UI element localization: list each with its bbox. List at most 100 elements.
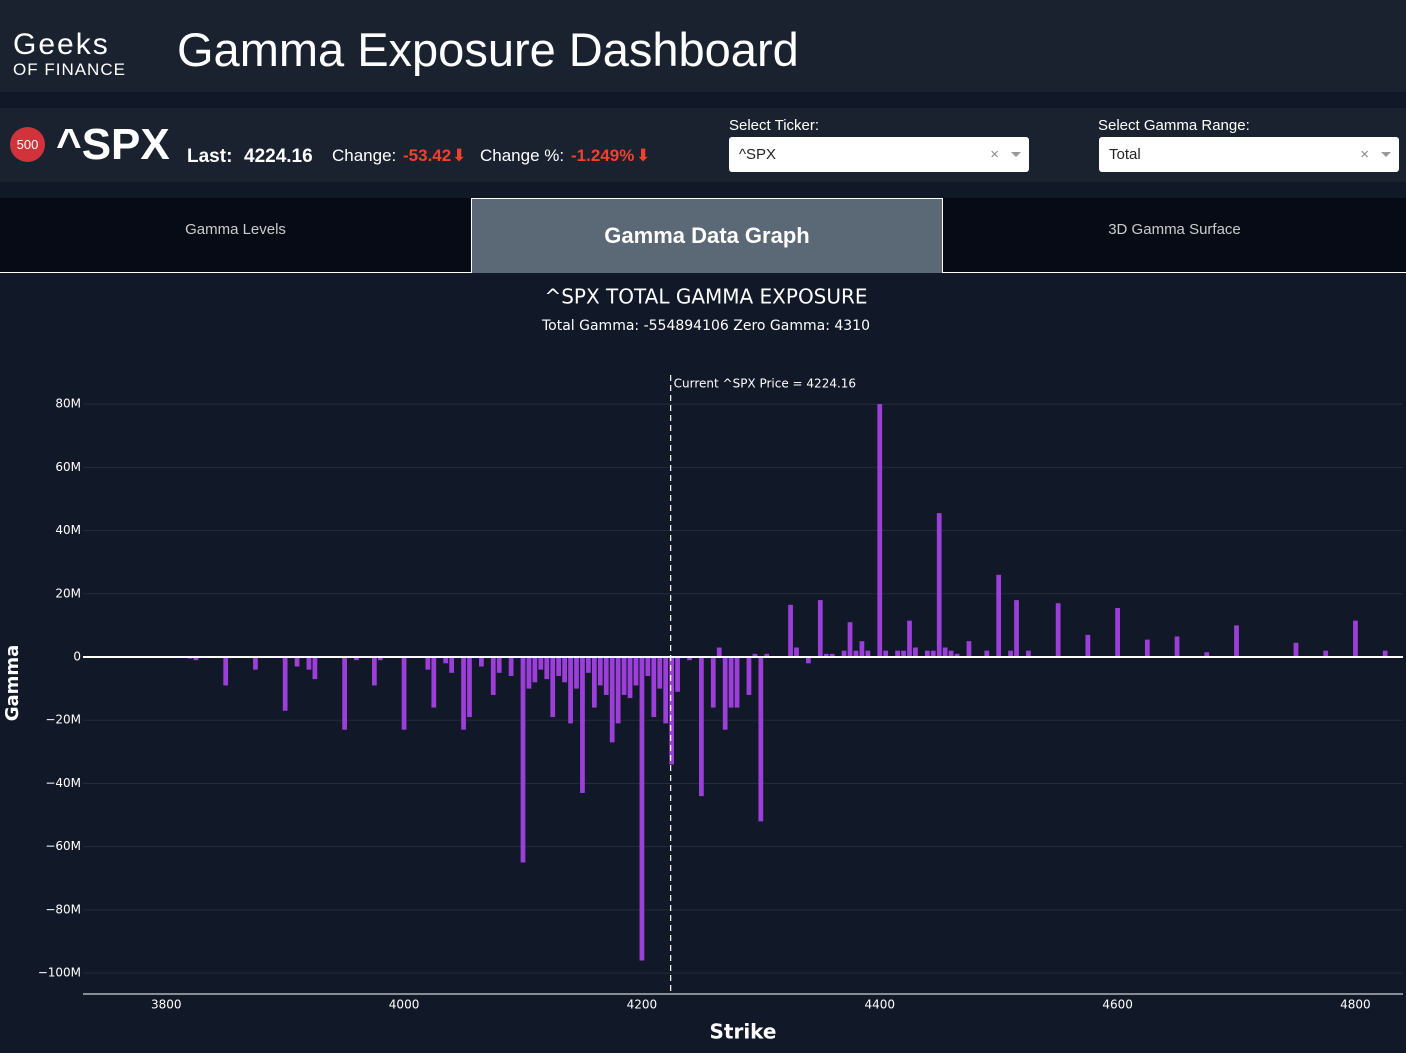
y-axis-title: Gamma [2,645,23,722]
bar [621,656,627,695]
ticker-select[interactable]: ^SPX × [729,137,1029,172]
bar [645,656,651,676]
tab-active[interactable]: Gamma Data Graph [471,198,943,273]
logo-subtext: OF FINANCE [13,60,126,79]
bar [996,574,1002,657]
bar [1026,650,1031,657]
bar [282,656,288,711]
bar [1382,650,1388,657]
x-tick-label: 4000 [389,998,420,1012]
y-tick-label: −20M [45,713,81,727]
tab[interactable]: Gamma Levels [185,221,286,238]
down-arrow: ⬇ [452,146,467,165]
bar [764,653,770,657]
tab[interactable]: 3D Gamma Surface [1108,221,1241,238]
bar [467,656,472,718]
bar [657,656,663,689]
bar [841,650,847,657]
bar [294,656,300,667]
bar [377,656,383,661]
bar [253,656,258,670]
bar [829,653,835,657]
bar [591,656,597,708]
y-tick-label: 40M [55,523,81,537]
bar [1115,607,1120,657]
y-tick-label: −60M [45,839,81,853]
bar [586,656,591,673]
x-tick-label: 4600 [1102,998,1133,1012]
bar [954,653,960,657]
range-select[interactable]: Total × [1099,137,1399,172]
bar [562,656,567,683]
bar [1323,650,1329,657]
change-pct-value: -1.249% [571,146,635,165]
last-label: Last: [187,146,233,167]
bar [354,656,359,661]
y-tick-label: 0 [73,649,81,663]
clear-button[interactable]: × [990,146,999,163]
bar [1204,652,1210,657]
y-tick-label: −40M [45,776,81,790]
dropdown-caret[interactable] [1011,152,1021,157]
bar [663,656,669,724]
bar [1008,650,1013,657]
bar [1234,625,1239,657]
bar [924,650,930,657]
down-arrow: ⬇ [636,146,651,165]
chart-title: ^SPX TOTAL GAMMA EXPOSURE [544,285,867,309]
bar [817,600,823,657]
bar [877,404,883,657]
bar [710,656,716,708]
bar [913,647,918,657]
bar [633,656,639,686]
bar [669,656,675,765]
bar [496,656,502,673]
bar [883,650,889,657]
select-value: Total [1109,146,1141,163]
bar [556,656,562,676]
bar [371,656,377,686]
bar [603,656,609,695]
bar [847,622,853,657]
bar [823,653,829,657]
bar [508,656,514,676]
bar [223,656,229,686]
bar [443,656,449,664]
index-badge: 500 [10,127,45,162]
bar [687,656,692,661]
bar [193,656,199,661]
select-label: Select Ticker: [729,117,820,134]
bar [966,641,972,657]
y-tick-label: −80M [45,902,81,916]
x-axis-title: Strike [709,1020,776,1044]
change-pct-label: Change %: [480,146,565,165]
bar [1014,600,1019,657]
bar [788,604,793,657]
bar [580,656,585,793]
chart-subtitle: Total Gamma: -554894106 Zero Gamma: 4310 [541,318,870,334]
y-tick-label: 80M [55,397,81,411]
bar [794,647,799,657]
bar [853,650,859,657]
change-value: -53.42 [403,146,452,165]
bar [538,656,544,670]
x-tick-label: 4800 [1340,998,1371,1012]
bar [544,656,550,680]
bar [901,650,906,657]
bar [930,650,936,657]
bar [615,656,621,724]
select-label: Select Gamma Range: [1098,117,1250,134]
y-tick-label: 20M [55,586,81,600]
bar [1085,634,1091,657]
bar [734,656,740,708]
bar [425,656,431,670]
clear-button[interactable]: × [1360,146,1369,163]
bar [520,656,526,863]
bar [1144,639,1150,657]
bar [526,656,532,689]
y-tick-label: 60M [55,460,81,474]
bar [746,656,752,695]
chart: ^SPX TOTAL GAMMA EXPOSURE Total Gamma: -… [2,285,1403,1044]
dropdown-caret[interactable] [1381,152,1391,157]
